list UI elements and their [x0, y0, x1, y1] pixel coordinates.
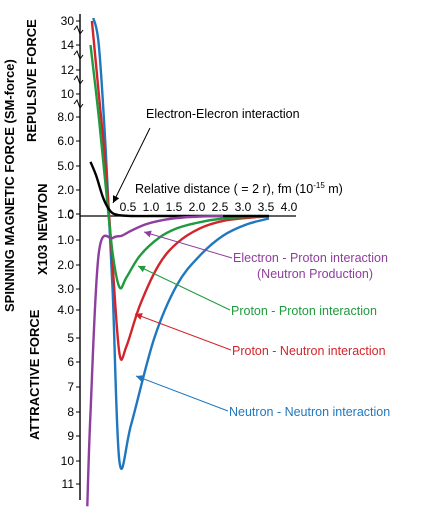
y-title-unit: X103 NEWTON — [35, 183, 50, 275]
y-tick-label: 12 — [61, 63, 75, 77]
x-tick-label: 2.5 — [212, 200, 229, 214]
y-tick-label: 8.0 — [57, 110, 74, 124]
y-axis-titles: SPINNING MAGNETIC FORCE (SM-force) X103 … — [2, 19, 50, 440]
arrow-head — [112, 195, 120, 203]
x-tick-label: 2.0 — [189, 200, 206, 214]
x-tick-label: 1.5 — [166, 200, 183, 214]
annotation-label: Electron-Elecron interaction — [146, 107, 300, 121]
arrow-head — [136, 375, 144, 382]
annotation-label: Electron - Proton interaction — [233, 251, 388, 265]
x-tick-label: 3.5 — [258, 200, 275, 214]
y-tick-label: 3.0 — [57, 282, 74, 296]
y-tick-label: 4.0 — [57, 303, 74, 317]
axis-break — [73, 74, 84, 86]
annotation-label: Proton - Neutron interaction — [232, 344, 386, 358]
annotation-arrow — [134, 313, 232, 351]
axis-break — [73, 49, 84, 61]
y-title-left: SPINNING MAGNETIC FORCE (SM-force) — [2, 59, 17, 312]
y-tick-label: 10 — [61, 87, 75, 101]
arrow-head — [138, 265, 146, 273]
y-tick-label: 6 — [67, 355, 74, 369]
y-tick-label: 1.0 — [57, 207, 74, 221]
y-tick-label: 8 — [67, 405, 74, 419]
y-tick-label: 30 — [61, 14, 75, 28]
y-tick-label: 5.0 — [57, 159, 74, 173]
y-tick-label: 11 — [62, 477, 75, 491]
y-tick-label: 14 — [61, 38, 75, 52]
y-tick-label: 5 — [67, 331, 74, 345]
annotation-arrow — [112, 127, 151, 204]
annotation-arrow — [137, 265, 231, 311]
x-tick-label: 4.0 — [281, 200, 298, 214]
y-tick-label: 10 — [61, 454, 75, 468]
annotation-label: Neutron - Neutron interaction — [229, 405, 390, 419]
y-tick-label: 0 — [67, 208, 74, 222]
y-tick-label: 6.0 — [57, 134, 74, 148]
x-axis-label: Relative distance ( = 2 r), fm (10-15 m) — [135, 181, 343, 196]
y-title-attractive: ATTRACTIVE FORCE — [27, 309, 42, 440]
y-tick-label: 2.0 — [57, 258, 74, 272]
y-title-repulsive: REPULSIVE FORCE — [24, 19, 39, 142]
annotation-arrow — [135, 375, 229, 412]
axes: 301412108.06.05.02.01.001.02.03.04.05678… — [57, 14, 343, 500]
annotation-label: (Neutron Production) — [257, 267, 373, 281]
series-line — [89, 44, 270, 290]
y-tick-label: 2.0 — [57, 183, 74, 197]
x-tick-label: 0.5 — [120, 200, 137, 214]
annotation-arrow — [143, 231, 233, 259]
y-tick-label: 1.0 — [57, 233, 74, 247]
arrow-head — [135, 313, 143, 320]
series-line — [92, 17, 270, 471]
y-tick-label: 7 — [67, 380, 74, 394]
x-tick-label: 3.0 — [235, 200, 252, 214]
series-line — [86, 214, 224, 507]
annotation-label: Proton - Proton interaction — [231, 304, 377, 318]
arrow-head — [144, 230, 152, 238]
x-tick-label: 1.0 — [143, 200, 160, 214]
y-tick-label: 9 — [67, 429, 74, 443]
axis-break — [73, 24, 84, 36]
series-curves — [86, 17, 270, 507]
annotations: Electron-Elecron interaction Electron - P… — [112, 107, 390, 419]
series-line — [90, 20, 270, 361]
axis-break — [73, 98, 84, 110]
